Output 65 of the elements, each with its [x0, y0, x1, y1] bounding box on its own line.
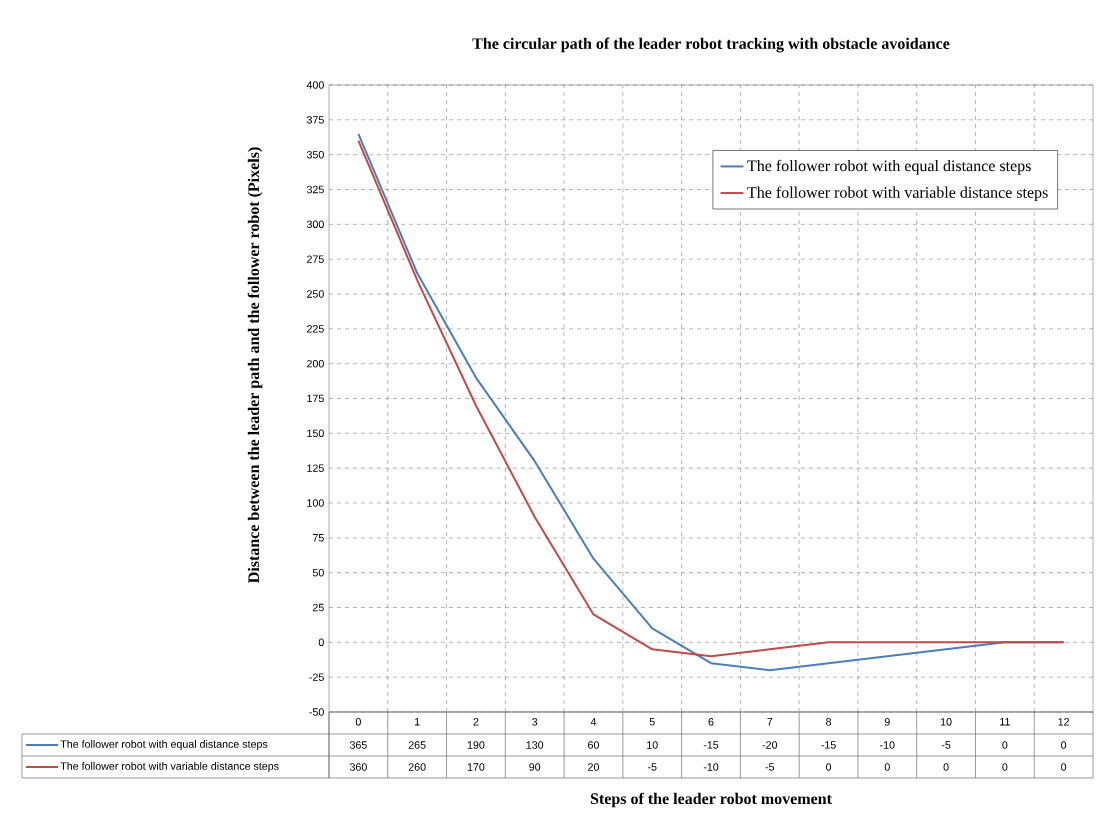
x-tick-label: 3: [532, 718, 538, 726]
data-label: 10: [647, 741, 658, 749]
data-label: 190: [467, 741, 485, 749]
y-axis-title: Distance between the leader path and the follower robot (Pixels): [247, 147, 263, 583]
y-tick-label: 0: [318, 638, 324, 647]
y-tick-label: 250: [307, 290, 324, 298]
y-tick-label: 175: [307, 394, 324, 403]
x-tick-label: 5: [649, 718, 655, 726]
x-tick-label: 1: [415, 718, 420, 726]
data-label: 130: [526, 741, 544, 749]
data-label: 0: [1061, 741, 1067, 749]
chart-title: The circular path of the leader robot tracking with obstacle avoidance: [472, 37, 950, 53]
y-tick-label: 325: [306, 185, 324, 194]
x-axis-title: Steps of the leader robot movement: [590, 792, 832, 808]
x-tick-label: 8: [826, 718, 832, 726]
y-tick-label: 375: [306, 116, 324, 124]
y-tick-label: 225: [307, 325, 324, 333]
data-label: 365: [349, 741, 367, 749]
data-label: 0: [884, 763, 890, 771]
data-label: 60: [588, 741, 599, 749]
x-tick-label: 4: [590, 718, 597, 726]
data-label: -10: [880, 741, 895, 749]
y-tick-label: 75: [312, 534, 324, 542]
data-label: 260: [408, 763, 426, 771]
x-tick-label: 9: [884, 718, 890, 726]
text: The follower robot with variable distance steps: [60, 762, 279, 772]
data-label: -5: [647, 763, 657, 771]
y-tick-label: 150: [307, 429, 324, 438]
y-tick-label: 275: [307, 255, 324, 263]
text: The follower robot with equal distance steps: [60, 740, 268, 750]
data-label: -5: [765, 763, 775, 771]
data-label: 170: [467, 763, 485, 771]
y-tick-label: 100: [307, 499, 324, 507]
x-tick-label: 11: [1000, 718, 1010, 726]
data-label: 0: [826, 763, 832, 771]
data-label: -15: [703, 741, 719, 749]
x-tick-label: 7: [767, 718, 773, 726]
x-tick-label: 6: [708, 718, 714, 726]
data-label: 0: [1002, 741, 1008, 749]
data-label: 0: [1061, 763, 1067, 771]
data-label: 265: [408, 741, 426, 749]
data-label: -5: [941, 741, 951, 749]
y-tick-label: 125: [307, 464, 324, 472]
x-tick-label: 10: [940, 718, 952, 726]
data-label: 90: [529, 763, 541, 771]
x-tick-label: 0: [355, 718, 361, 726]
data-label: -20: [762, 741, 778, 749]
y-tick-label: 400: [306, 81, 324, 89]
y-tick-label: 200: [307, 359, 324, 368]
y-tick-label: 25: [312, 603, 324, 612]
data-label: 20: [588, 763, 599, 771]
legend-label: The follower robot with variable distance steps: [747, 186, 1048, 202]
legend-label: The follower robot with equal distance steps: [747, 159, 1031, 175]
x-tick-label: 12: [1058, 718, 1070, 726]
y-tick-label: 350: [306, 150, 324, 159]
data-label: -15: [821, 741, 836, 749]
data-label: 0: [1002, 763, 1008, 771]
y-tick-label: 300: [306, 220, 324, 229]
data-label: -10: [703, 763, 719, 771]
y-tick-label: -25: [309, 673, 324, 681]
data-label: 360: [349, 763, 367, 771]
x-tick-label: 2: [473, 718, 479, 726]
y-tick-label: 50: [312, 568, 324, 577]
y-tick-label: -50: [309, 708, 324, 716]
data-label: 0: [943, 763, 949, 771]
